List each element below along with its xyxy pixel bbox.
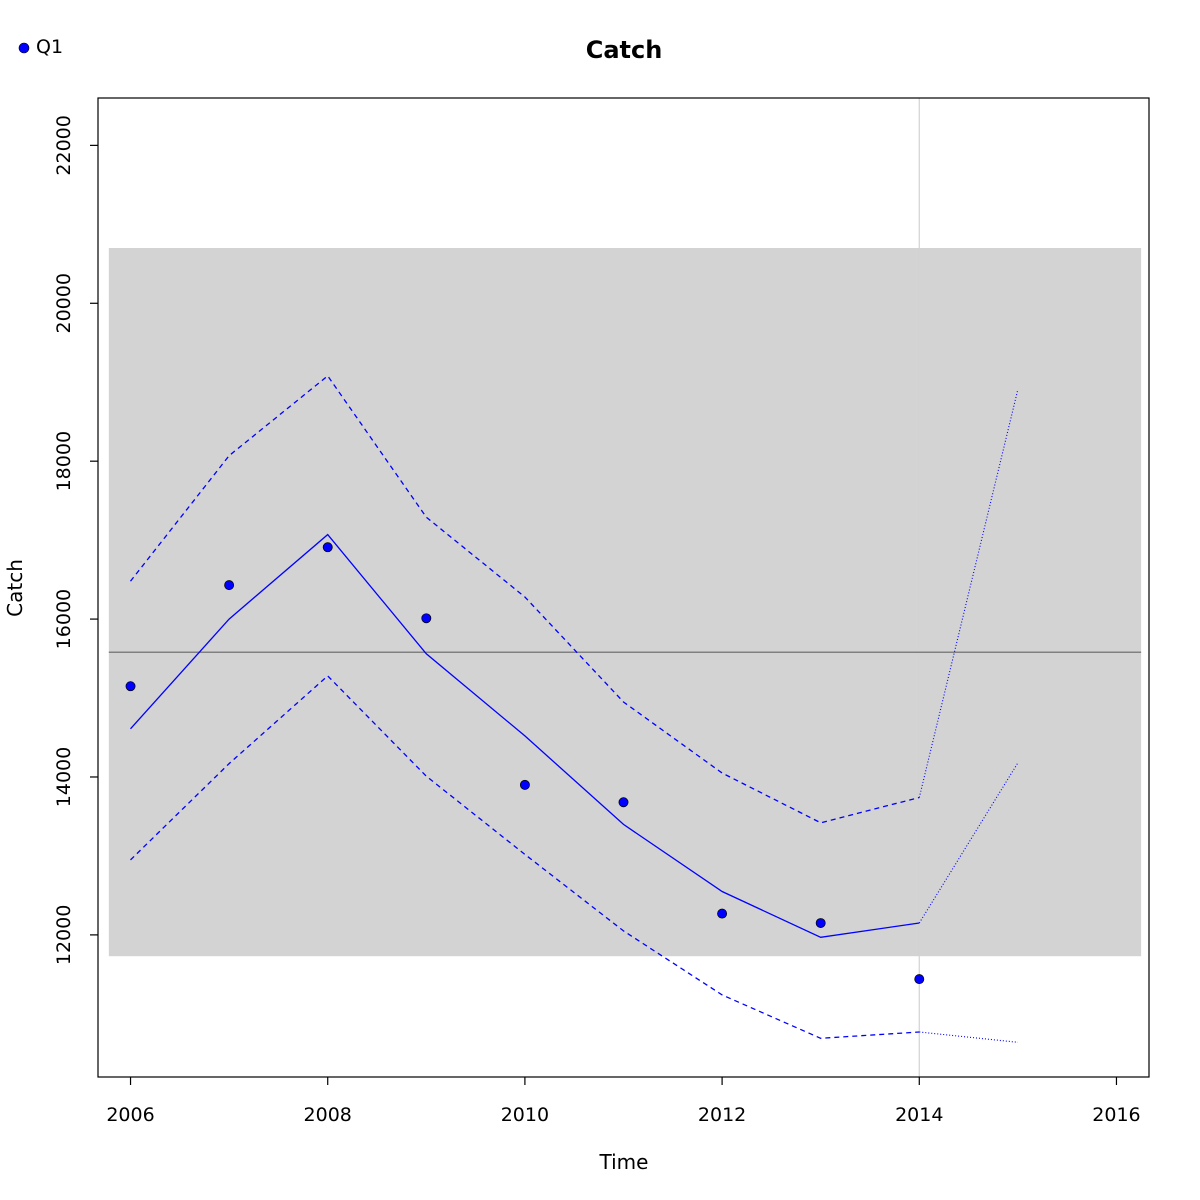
y-axis-label: Catch xyxy=(3,559,27,617)
data-point xyxy=(224,580,235,591)
x-tick-label: 2006 xyxy=(106,1104,154,1126)
legend-marker-q1 xyxy=(18,42,30,54)
series-line-dashed-2 xyxy=(129,374,920,824)
background-band xyxy=(108,248,1142,957)
x-tick-label: 2014 xyxy=(895,1104,943,1126)
plot-frame xyxy=(97,97,1150,1078)
series-line-solid-1 xyxy=(130,533,920,938)
y-tick-label: 12000 xyxy=(53,905,75,965)
chart-title: Catch xyxy=(586,36,663,64)
x-tick-label: 2012 xyxy=(698,1104,746,1126)
y-tick-label: 14000 xyxy=(53,747,75,807)
x-tick-label: 2008 xyxy=(304,1104,352,1126)
y-tick-label: 18000 xyxy=(53,431,75,491)
legend-label-q1: Q1 xyxy=(36,36,63,58)
x-tick-label: 2010 xyxy=(501,1104,549,1126)
series-line-dashed-3 xyxy=(130,675,920,1039)
x-axis-label: Time xyxy=(599,1150,649,1174)
data-point xyxy=(914,974,925,985)
data-point xyxy=(519,779,530,790)
series-line-dotted-5 xyxy=(918,389,1019,798)
y-tick-label: 20000 xyxy=(53,273,75,333)
data-point xyxy=(618,797,629,808)
legend: Q1 xyxy=(18,36,63,58)
series-line-dotted-4 xyxy=(918,762,1019,924)
data-point xyxy=(125,681,136,692)
y-tick-label: 16000 xyxy=(53,589,75,649)
y-tick-label: 22000 xyxy=(53,115,75,175)
data-point xyxy=(322,542,333,553)
data-point xyxy=(717,908,728,919)
data-point xyxy=(421,613,432,624)
x-tick-label: 2016 xyxy=(1092,1104,1140,1126)
data-point xyxy=(815,918,826,928)
series-line-dotted-6 xyxy=(919,1031,1018,1043)
